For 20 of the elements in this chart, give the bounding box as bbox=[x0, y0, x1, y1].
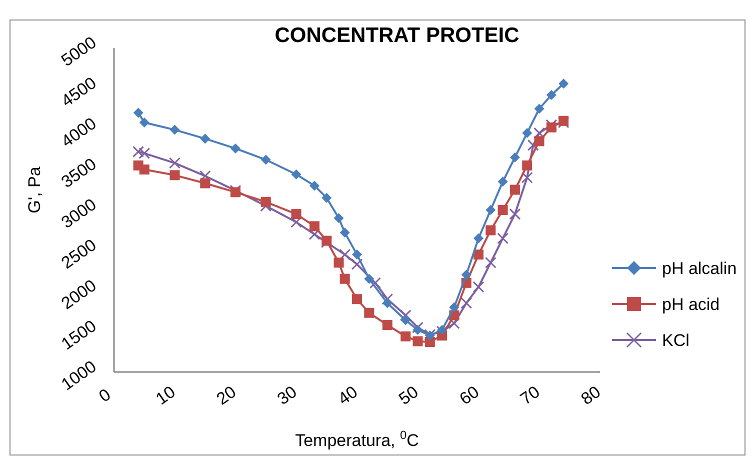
legend-label: pH acid bbox=[662, 295, 720, 314]
x-tick-label: 20 bbox=[213, 382, 240, 409]
legend-label: KCl bbox=[662, 331, 690, 350]
y-tick-label: 3000 bbox=[58, 194, 100, 232]
legend-label: pH alcalin bbox=[662, 259, 737, 278]
y-axis-title: G', Pa bbox=[25, 166, 44, 214]
y-tick-label: 5000 bbox=[58, 32, 100, 70]
y-tick-label: 4500 bbox=[58, 73, 100, 111]
x-tick-label: 10 bbox=[152, 382, 179, 409]
chart-title: CONCENTRAT PROTEIC bbox=[274, 24, 520, 47]
x-axis-title: Temperatura, $^{0}$C bbox=[295, 428, 419, 450]
x-tick-label: 0 bbox=[96, 384, 114, 406]
x-tick-label: 50 bbox=[395, 382, 422, 409]
x-tick-label: 80 bbox=[578, 382, 604, 409]
y-tick-label: 4000 bbox=[58, 114, 100, 152]
x-tick-label: 40 bbox=[334, 382, 362, 409]
y-tick-label: 3500 bbox=[58, 154, 100, 192]
x-tick-label: 30 bbox=[274, 382, 300, 409]
x-tick-label: 70 bbox=[516, 382, 544, 409]
x-tick-label: 60 bbox=[456, 382, 483, 409]
